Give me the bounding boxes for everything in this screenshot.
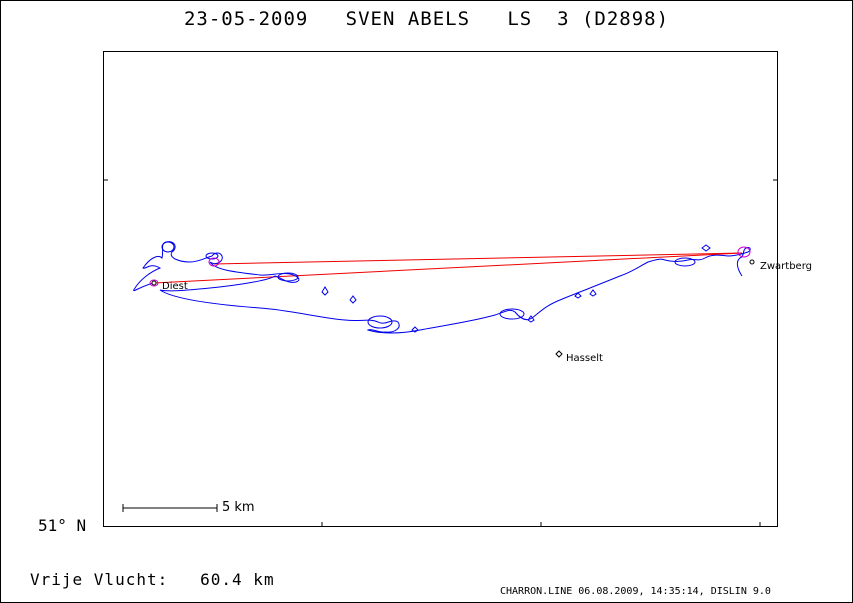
finish-marker — [208, 257, 220, 267]
scale-label: 5 km — [222, 500, 255, 515]
flight-distance-label: Vrije Vlucht: — [30, 570, 169, 589]
software-credit: CHARRON.LINE 06.08.2009, 14:35:14, DISLI… — [500, 586, 771, 597]
thermal-loops — [161, 241, 711, 333]
leg-diest-zwartberg — [153, 252, 743, 284]
city-marker-hasselt — [555, 350, 563, 358]
city-label-hasselt: Hasselt — [566, 353, 603, 364]
scale-bar — [122, 504, 218, 512]
city-marker-diest — [151, 280, 157, 286]
flight-title: 23-05-2009 SVEN ABELS LS 3 (D2898) — [183, 8, 670, 30]
city-label-zwartberg: Zwartberg — [760, 261, 812, 272]
city-markers — [151, 259, 755, 358]
start-marker — [149, 279, 159, 287]
map-plot-area — [103, 51, 778, 527]
latitude-label: 51° N — [38, 516, 87, 535]
city-marker-zwartberg — [749, 259, 755, 265]
turnpoint-marker — [737, 246, 751, 258]
turnpoint-markers — [149, 246, 751, 287]
leg-return — [213, 252, 743, 265]
flight-distance-summary: Vrije Vlucht: 60.4 km — [30, 570, 275, 589]
turnpoint-legs — [153, 252, 743, 284]
city-label-diest: Diest — [162, 281, 188, 292]
axis-ticks — [103, 179, 778, 527]
flight-track — [133, 241, 751, 334]
flight-distance-value: 60.4 km — [200, 570, 275, 589]
